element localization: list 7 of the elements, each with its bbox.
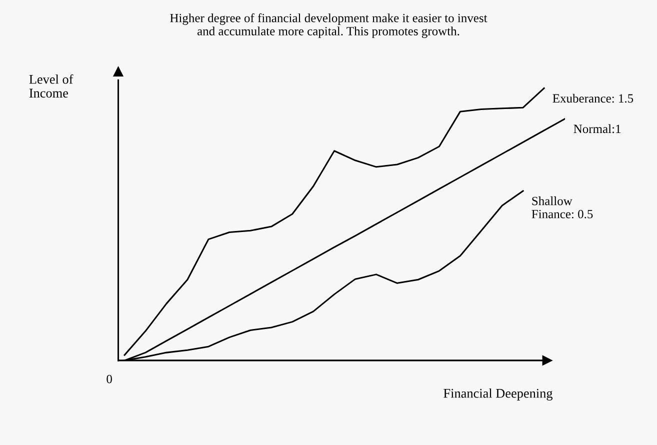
series-label: Exuberance: 1.5 (552, 94, 634, 103)
chart-title: Higher degree of financial development make it easier to invest and accumulate more capital. This promotes growth. (170, 13, 488, 38)
y-axis-title: Level of Income (29, 74, 74, 98)
text: 0 (106, 374, 112, 384)
x-axis-title: Financial Deepening (444, 388, 553, 400)
series-label: Shallow Finance: 0.5 (532, 196, 593, 218)
series-label: Normal:1 (574, 124, 621, 134)
